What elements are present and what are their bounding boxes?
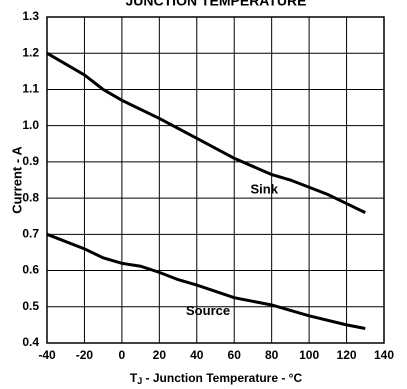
- y-tick-label: 0.6: [22, 263, 39, 277]
- x-tick-label: -20: [76, 348, 94, 362]
- series-label: Sink: [250, 182, 278, 197]
- x-tick-label: 60: [228, 348, 242, 362]
- y-axis-label: Current - A: [9, 146, 24, 214]
- chart-title: JUNCTION TEMPERATURE: [126, 0, 307, 9]
- y-tick-label: 0.4: [22, 335, 39, 349]
- y-tick-label: 1.1: [22, 82, 39, 96]
- x-tick-label: 120: [337, 348, 357, 362]
- y-tick-label: 1.2: [22, 45, 39, 59]
- y-tick-label: 0.9: [22, 154, 39, 168]
- x-tick-label: 100: [299, 348, 319, 362]
- x-label-main: T: [130, 371, 138, 385]
- x-tick-label: 0: [119, 348, 126, 362]
- x-tick-label: 20: [153, 348, 167, 362]
- series-label: Source: [186, 303, 230, 318]
- x-label-sub: J: [137, 376, 142, 386]
- y-tick-label: 0.5: [22, 299, 39, 313]
- x-tick-label: 80: [265, 348, 279, 362]
- x-label-rest: - Junction Temperature - °C: [142, 371, 302, 385]
- line: [46, 232, 366, 330]
- y-tick-label: 0.8: [22, 190, 39, 204]
- x-tick-label: 140: [374, 348, 394, 362]
- x-axis-label: TJ - Junction Temperature - °C: [130, 371, 303, 386]
- y-tick-label: 1.0: [22, 118, 39, 132]
- y-tick-label: 0.7: [22, 227, 39, 241]
- plot-frame: [46, 16, 385, 344]
- x-tick-label: 40: [190, 348, 204, 362]
- line: [46, 51, 366, 214]
- y-tick-label: 1.3: [22, 9, 39, 23]
- x-tick-label: -40: [38, 348, 56, 362]
